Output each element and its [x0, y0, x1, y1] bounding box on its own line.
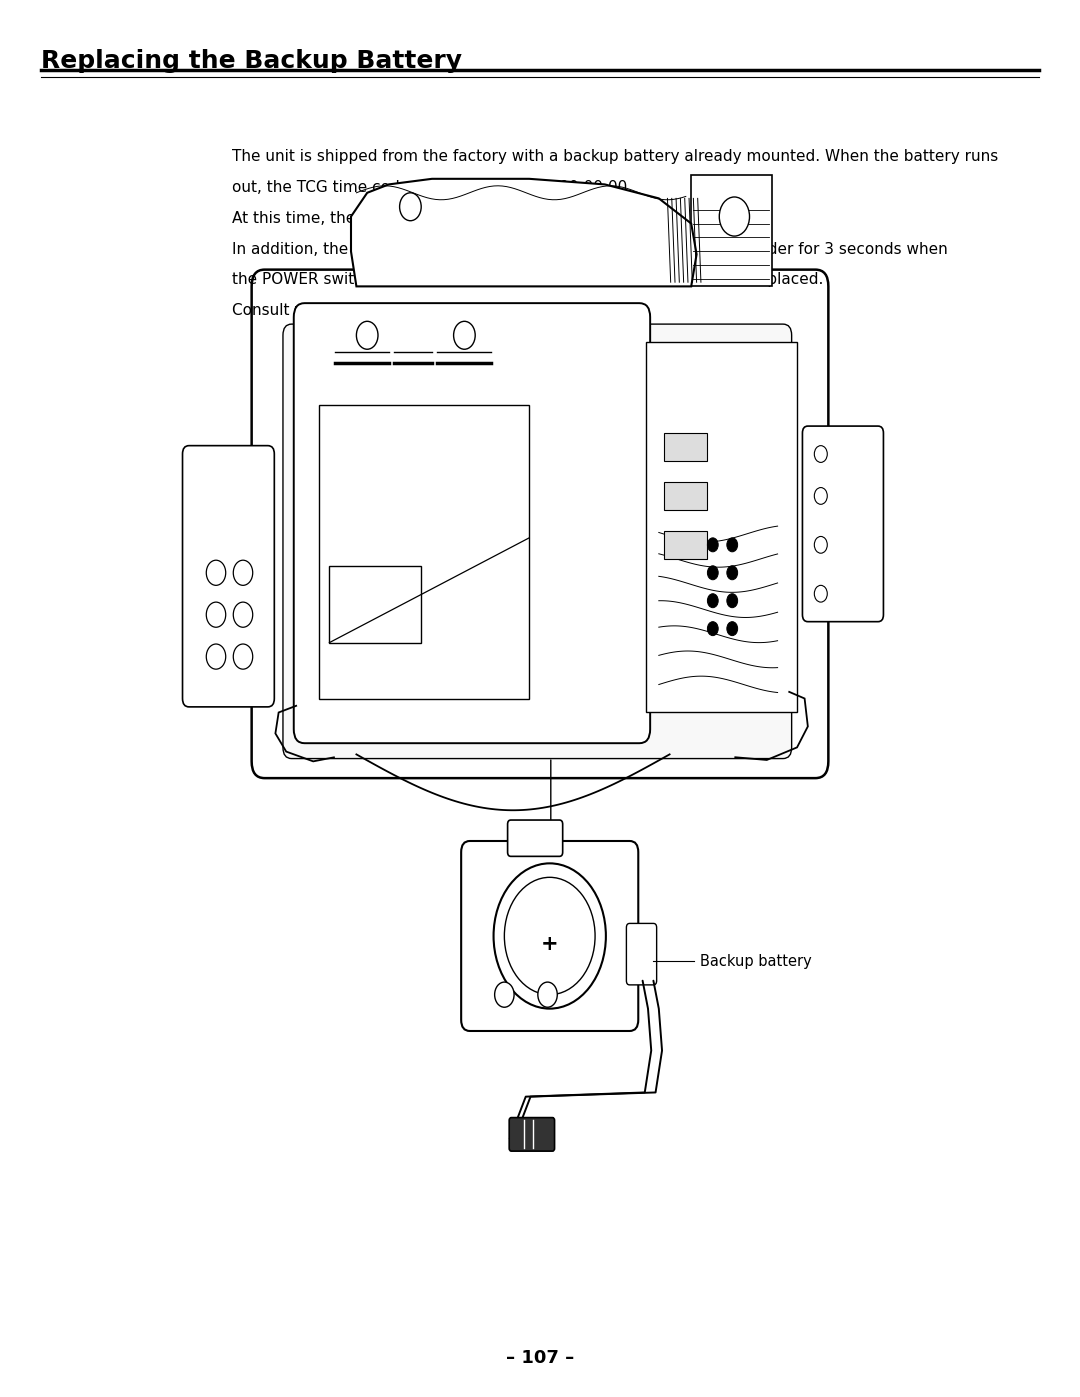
Text: Replacing the Backup Battery: Replacing the Backup Battery	[41, 49, 462, 73]
Bar	[646, 342, 797, 712]
FancyBboxPatch shape	[461, 841, 638, 1031]
Circle shape	[719, 197, 750, 236]
Text: The unit is shipped from the factory with a backup battery already mounted. When: The unit is shipped from the factory wit…	[232, 149, 998, 165]
Circle shape	[233, 644, 253, 669]
Text: – 107 –: – 107 –	[505, 1350, 575, 1366]
Text: the POWER switch is set to ON to indicate that the battery must be replaced.: the POWER switch is set to ON to indicat…	[232, 272, 824, 288]
Circle shape	[727, 566, 738, 580]
Circle shape	[495, 982, 514, 1007]
Circle shape	[206, 644, 226, 669]
FancyBboxPatch shape	[283, 324, 792, 759]
Circle shape	[206, 602, 226, 627]
Bar	[319, 405, 529, 698]
Polygon shape	[351, 179, 697, 286]
Circle shape	[814, 488, 827, 504]
Circle shape	[707, 622, 718, 636]
Circle shape	[727, 538, 738, 552]
Circle shape	[494, 863, 606, 1009]
Text: At this time, the time code value cannot be backed up.: At this time, the time code value cannot…	[232, 211, 654, 226]
Circle shape	[814, 585, 827, 602]
Circle shape	[538, 982, 557, 1007]
Circle shape	[707, 538, 718, 552]
FancyBboxPatch shape	[183, 446, 274, 707]
Bar	[329, 566, 421, 643]
Circle shape	[727, 622, 738, 636]
Circle shape	[814, 446, 827, 462]
Circle shape	[206, 560, 226, 585]
FancyBboxPatch shape	[508, 820, 563, 856]
Text: Backup battery: Backup battery	[700, 954, 811, 968]
FancyBboxPatch shape	[294, 303, 650, 743]
Bar	[664, 433, 707, 461]
Circle shape	[504, 877, 595, 995]
Circle shape	[814, 536, 827, 553]
Circle shape	[233, 602, 253, 627]
Text: In addition, the “BACK UP BATT EMPTY” display appears in the viewfinder for 3 se: In addition, the “BACK UP BATT EMPTY” di…	[232, 242, 948, 257]
Text: out, the TCG time code value indicates 00:00:00:00.: out, the TCG time code value indicates 0…	[232, 180, 632, 196]
Text: Consult your dealer when replacing the battery.: Consult your dealer when replacing the b…	[232, 303, 598, 319]
FancyBboxPatch shape	[509, 1118, 554, 1151]
Circle shape	[454, 321, 475, 349]
Text: +: +	[541, 935, 558, 954]
Circle shape	[707, 594, 718, 608]
Circle shape	[707, 566, 718, 580]
Circle shape	[727, 594, 738, 608]
FancyBboxPatch shape	[252, 270, 828, 778]
Bar	[664, 482, 707, 510]
Bar	[664, 531, 707, 559]
FancyBboxPatch shape	[802, 426, 883, 622]
Circle shape	[400, 193, 421, 221]
FancyBboxPatch shape	[626, 923, 657, 985]
Circle shape	[233, 560, 253, 585]
Bar	[691, 175, 772, 286]
Circle shape	[356, 321, 378, 349]
